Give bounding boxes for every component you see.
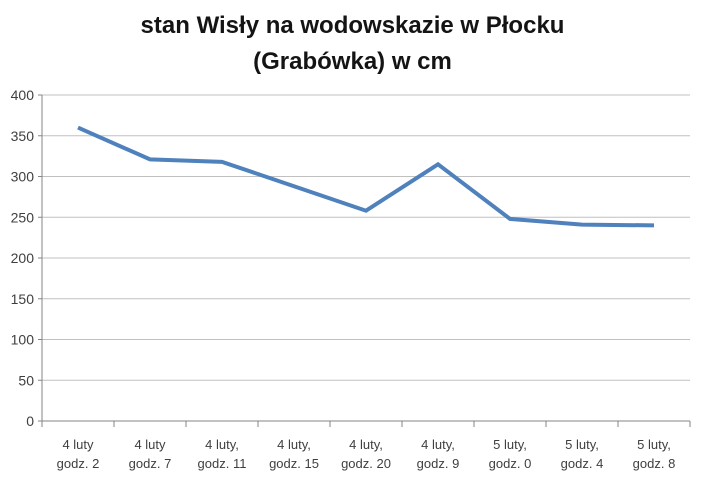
y-tick-label: 150 — [11, 291, 35, 307]
x-tick-label: 4 luty, godz. 9 — [417, 437, 460, 471]
x-tick-label: 4 luty godz. 2 — [57, 437, 100, 471]
x-tick-label: 4 luty, godz. 15 — [269, 437, 319, 471]
y-tick-label: 300 — [11, 169, 35, 185]
x-tick-label: 5 luty, godz. 8 — [633, 437, 676, 471]
x-tick-label: 4 luty, godz. 11 — [198, 437, 247, 471]
x-tick-label: 4 luty godz. 7 — [129, 437, 172, 471]
y-tick-label: 350 — [11, 128, 35, 144]
y-tick-label: 250 — [11, 209, 35, 225]
chart-title: stan Wisły na wodowskazie w Płocku (Grab… — [0, 8, 705, 80]
x-tick-label: 5 luty, godz. 0 — [489, 437, 532, 471]
x-tick-label: 4 luty, godz. 20 — [341, 437, 391, 471]
x-tick-label: 5 luty, godz. 4 — [561, 437, 604, 471]
y-tick-label: 50 — [18, 372, 34, 388]
y-tick-label: 100 — [11, 332, 35, 348]
data-line-series — [77, 125, 655, 228]
y-tick-label: 0 — [26, 413, 34, 429]
chart-title-line-2: (Grabówka) w cm — [253, 48, 452, 75]
chart-title-line-1: stan Wisły na wodowskazie w Płocku — [140, 12, 565, 39]
y-tick-label: 400 — [11, 87, 35, 103]
y-tick-label: 200 — [11, 250, 35, 266]
